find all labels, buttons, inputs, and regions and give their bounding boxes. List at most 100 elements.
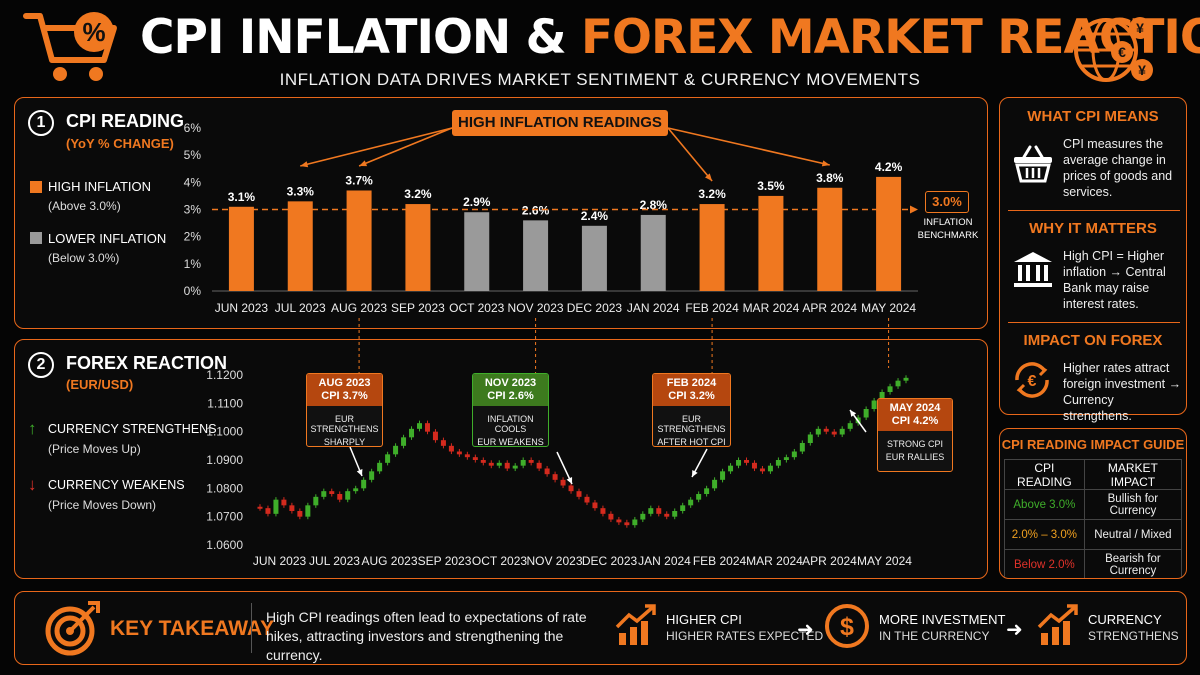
step2-sub: IN THE CURRENCY xyxy=(879,629,990,643)
candle-up xyxy=(799,443,805,452)
annotation-head-2: CPI 3.7% xyxy=(321,390,368,402)
section-number-2: 2 xyxy=(28,352,54,378)
candle-up xyxy=(712,479,718,489)
candle-down xyxy=(560,479,566,486)
cpi-bar xyxy=(346,190,372,291)
y-tick-label: 4% xyxy=(184,175,202,189)
candle-up xyxy=(369,471,375,480)
x-tick-label: NOV 2023 xyxy=(508,301,564,315)
candle-down xyxy=(528,460,534,463)
step3-title: CURRENCY xyxy=(1088,612,1162,627)
cpi-bar xyxy=(699,204,725,291)
annotation-head: NOV 2023 CPI 2.6% xyxy=(473,374,548,406)
dollar-coin-icon: $ xyxy=(825,604,869,648)
table-cell-impact: Neutral / Mixed xyxy=(1083,519,1183,550)
forex-section-title: FOREX REACTION xyxy=(66,353,228,373)
candle-up xyxy=(377,462,383,472)
x-tick-label: MAY 2024 xyxy=(861,301,916,315)
table-header-cell: CPI READING xyxy=(1004,459,1085,490)
arrow-right-icon: ➜ xyxy=(1006,619,1023,641)
legend-strengthens-sub: (Price Moves Up) xyxy=(48,442,141,456)
legend-weakens-label: CURRENCY WEAKENS xyxy=(48,478,185,492)
table-cell-reading: Above 3.0% xyxy=(1004,489,1085,520)
annotation-arrowhead xyxy=(356,469,363,476)
annotation-head-1: FEB 2024 xyxy=(666,377,717,389)
table-row: Above 3.0% Bullish for Currency xyxy=(1004,489,1183,520)
annotation-body-2: AFTER HOT CPI xyxy=(657,437,726,447)
legend-high-label: HIGH INFLATION xyxy=(48,179,152,194)
x-tick-label: DEC 2023 xyxy=(567,301,623,315)
benchmark-label-1: INFLATION xyxy=(923,217,973,228)
candle-up xyxy=(353,488,359,492)
annotation-aug-2023: AUG 2023 CPI 3.7% EUR STRENGTHENS SHARPL… xyxy=(306,373,383,447)
cpi-value-label: 3.5% xyxy=(757,179,785,193)
candle-down xyxy=(257,506,263,509)
candle-down xyxy=(440,440,446,446)
step1-sub: HIGHER RATES EXPECTED xyxy=(666,629,824,643)
what-cpi-means-title: WHAT CPI MEANS xyxy=(1027,108,1159,125)
annotation-head-1: MAY 2024 xyxy=(889,402,941,414)
y-tick-label: 1.0700 xyxy=(206,510,243,524)
x-tick-label: SEP 2023 xyxy=(391,301,445,315)
cpi-bar xyxy=(405,204,431,291)
annotation-head-2: CPI 3.2% xyxy=(668,390,715,402)
y-tick-label: 1.0800 xyxy=(206,481,243,495)
cpi-value-label: 2.4% xyxy=(581,209,609,223)
candle-down xyxy=(592,502,598,509)
candle-down xyxy=(823,428,829,432)
currency-growth-icon xyxy=(1037,604,1078,645)
table-cell-impact: Bearish for Currency xyxy=(1083,549,1183,578)
globe-currency-icon: ¥ € ¥ xyxy=(1074,17,1153,82)
candle-up xyxy=(321,491,327,497)
candle-down xyxy=(608,513,614,520)
step3-sub: STRENGTHENS xyxy=(1088,629,1179,643)
candle-down xyxy=(265,508,271,514)
candle-up xyxy=(871,400,877,409)
annotation-body-2: EUR RALLIES xyxy=(885,452,945,462)
arrow-right-icon: ➜ xyxy=(797,619,814,641)
cpi-value-label: 4.2% xyxy=(875,160,903,174)
candle-up xyxy=(417,423,422,429)
candle-up xyxy=(401,437,407,446)
candle-up xyxy=(361,479,367,489)
cpi-bar xyxy=(876,176,902,291)
section-number-1: 1 xyxy=(28,110,54,136)
candle-down xyxy=(289,505,295,511)
candle-down xyxy=(488,462,494,466)
candle-up xyxy=(863,409,869,418)
x-tick-label: JAN 2024 xyxy=(627,301,680,315)
forex-candlestick-chart: 1.1200 1.1100 1.1000 1.0900 1.0800 1.0700 1.06… xyxy=(206,318,912,568)
x-tick-label: MAR 2024 xyxy=(743,301,800,315)
benchmark-badge: 3.0% xyxy=(925,191,969,213)
annotation-head-1: AUG 2023 xyxy=(318,377,371,389)
x-tick-label: JUN 2023 xyxy=(253,554,307,568)
page-title: CPI INFLATION & FOREX MARKET REACTION xyxy=(140,10,1200,65)
x-tick-label: FEB 2024 xyxy=(693,554,747,568)
annotation-body-1: INFLATION COOLS xyxy=(487,414,534,434)
candle-up xyxy=(640,513,646,520)
cpi-value-label: 3.2% xyxy=(404,187,432,201)
candle-down xyxy=(297,511,303,517)
candle-down xyxy=(616,519,622,523)
svg-text:€: € xyxy=(1118,44,1126,60)
candle-down xyxy=(656,508,662,514)
bank-icon xyxy=(1014,252,1052,287)
annotation-body-1: STRONG CPI xyxy=(886,439,943,449)
callout-arrowhead xyxy=(300,161,309,168)
candle-up xyxy=(385,454,391,463)
annotation-nov-2023: NOV 2023 CPI 2.6% INFLATION COOLS EUR WE… xyxy=(472,373,549,447)
candle-up xyxy=(736,460,742,466)
x-tick-label: APR 2024 xyxy=(802,301,857,315)
callout-arrowhead xyxy=(359,160,368,167)
candle-up xyxy=(409,428,415,438)
annotation-arrowhead xyxy=(850,410,857,417)
y-tick-label: 6% xyxy=(184,121,202,135)
candle-up xyxy=(895,380,901,387)
callout-arrowhead xyxy=(821,160,830,167)
annotation-feb-2024: FEB 2024 CPI 3.2% EUR STRENGTHENS AFTER … xyxy=(652,373,731,447)
svg-text:%: % xyxy=(82,17,105,47)
candle-up xyxy=(345,491,351,500)
arrow-up-icon: ↑ xyxy=(28,419,37,438)
cpi-value-label: 2.6% xyxy=(522,203,550,217)
table-header-cell: MARKET IMPACT xyxy=(1083,459,1183,490)
